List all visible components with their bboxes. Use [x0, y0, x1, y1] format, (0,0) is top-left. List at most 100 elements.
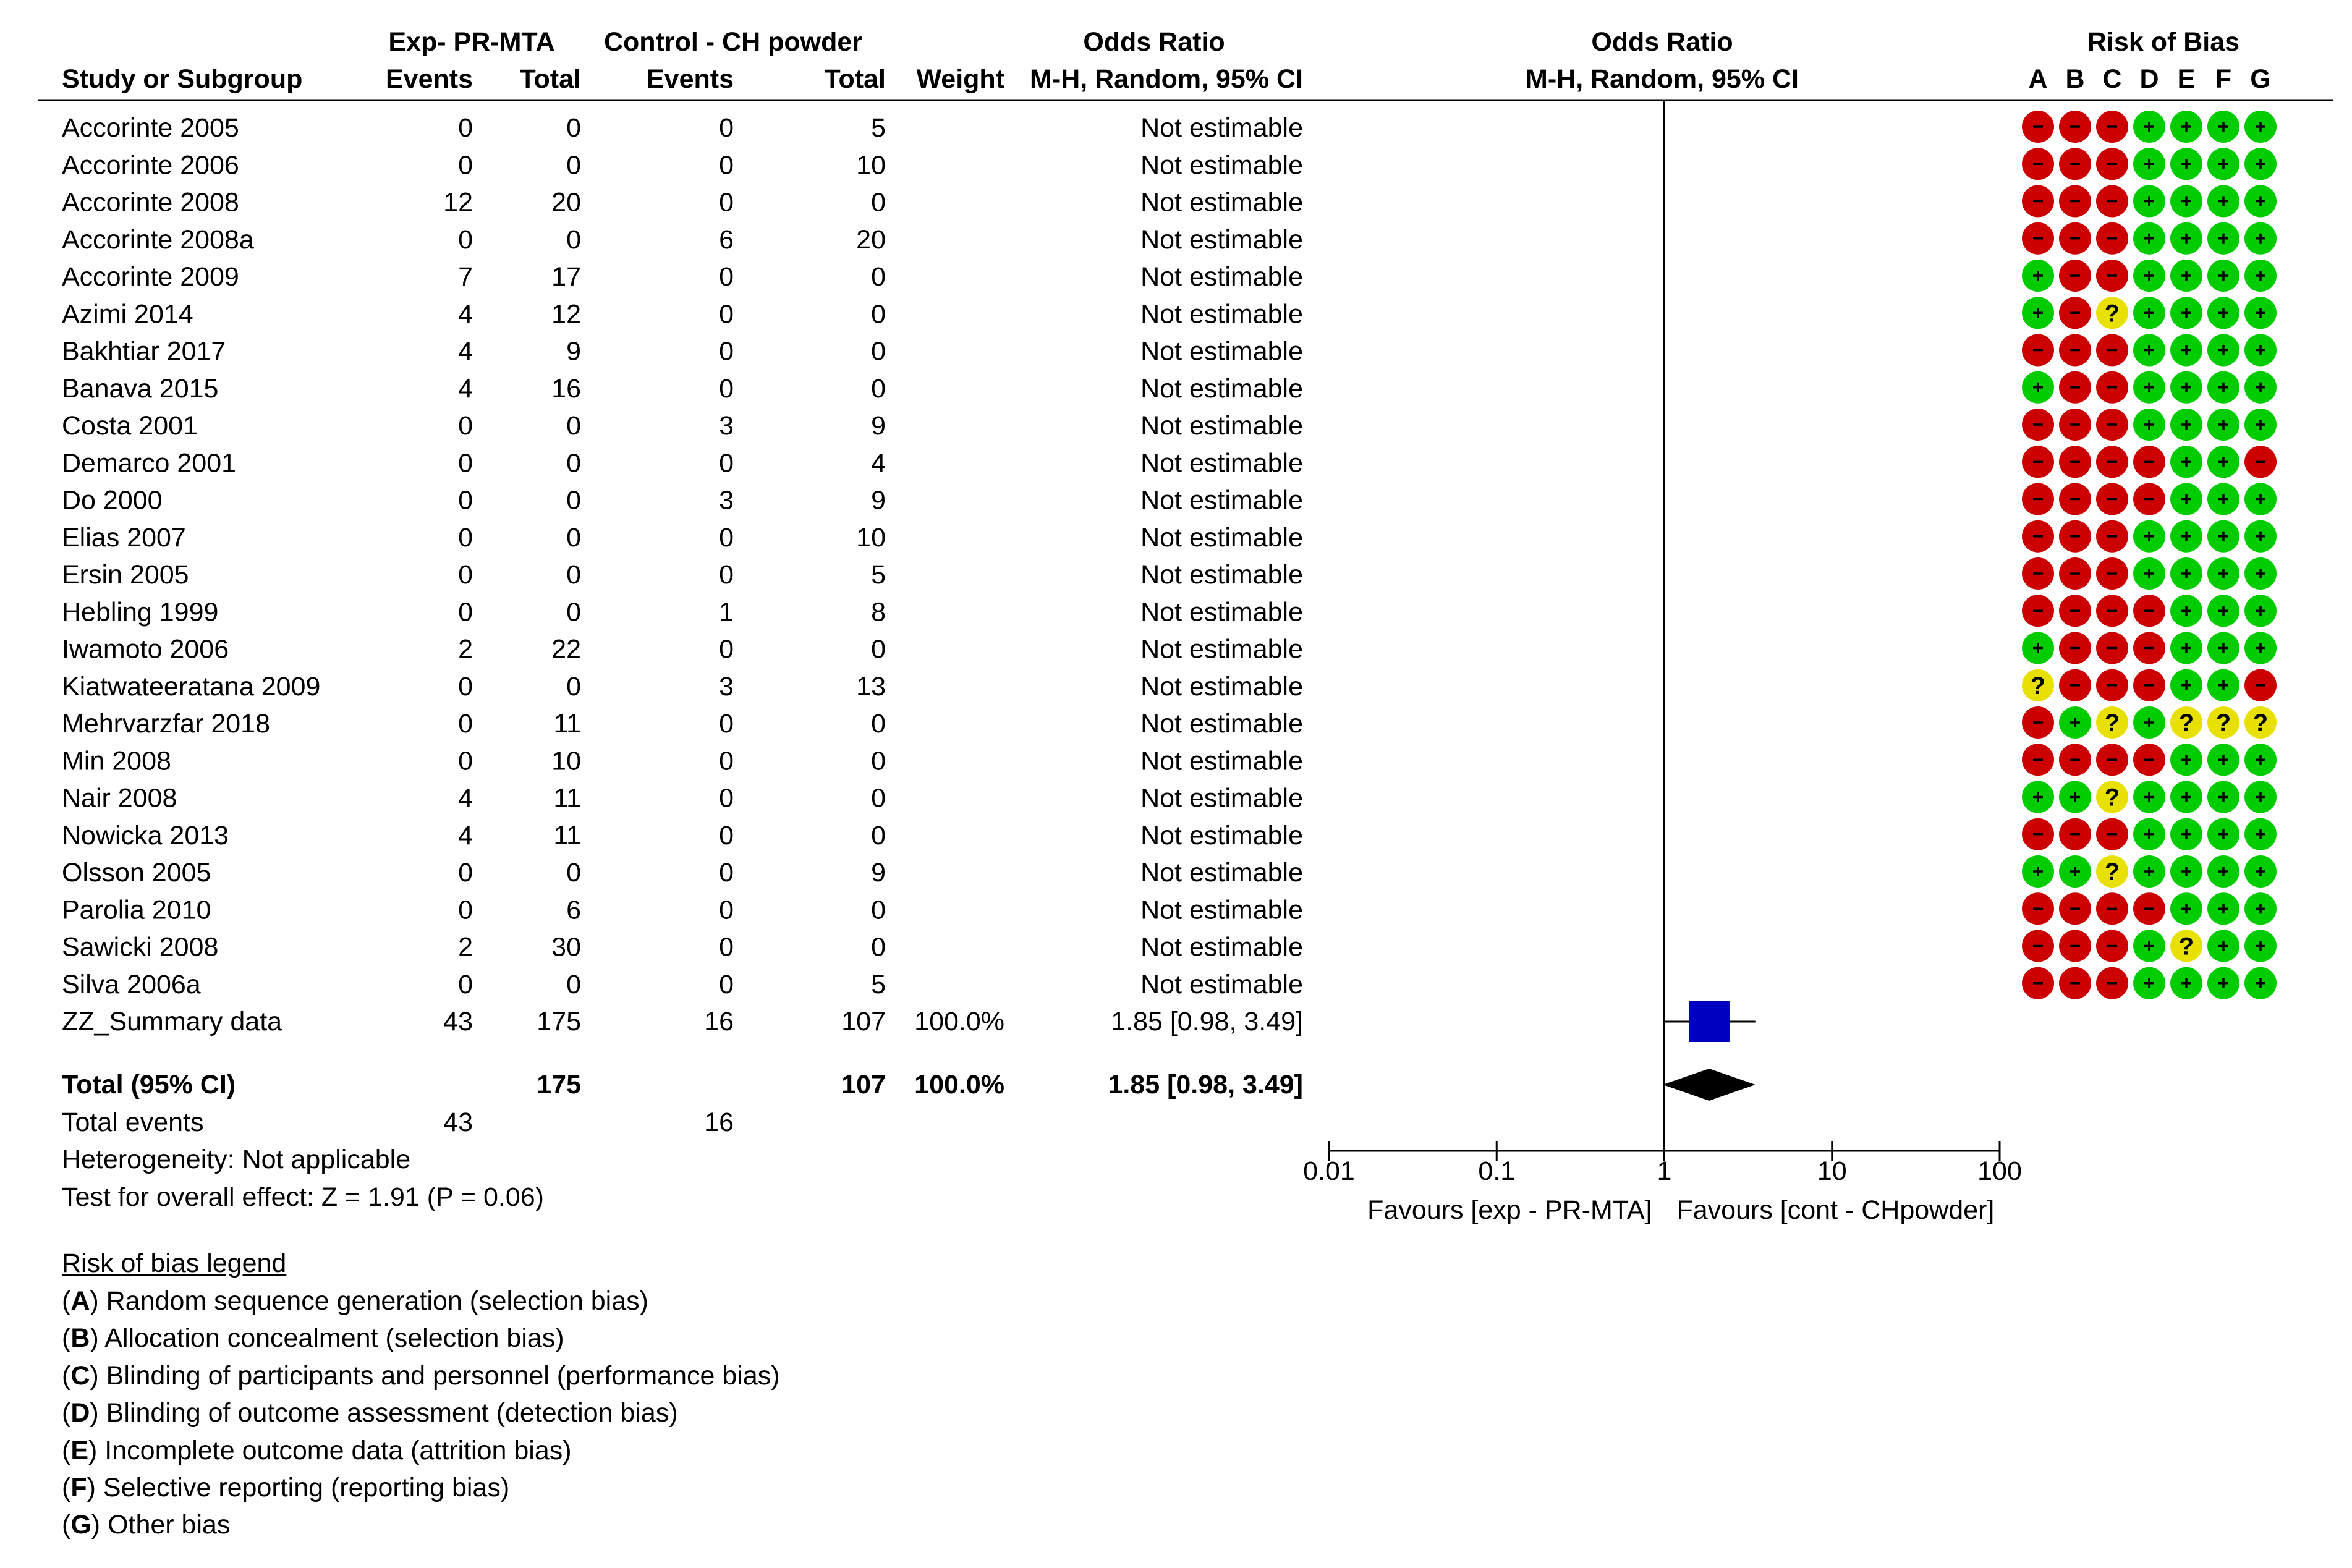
- exp-events-cell: 0: [458, 560, 473, 590]
- total-label: Total (95% CI): [62, 1070, 236, 1100]
- exp-total-cell: 6: [566, 895, 581, 925]
- odds-ratio-cell: Not estimable: [1140, 858, 1303, 888]
- exp-total-cell: 30: [551, 933, 581, 962]
- rob-column-letter-c: C: [2102, 64, 2121, 94]
- control-total-cell: 0: [871, 374, 886, 404]
- header-weight: Weight: [916, 64, 1004, 94]
- legend-item-c: (C) Blinding of participants and personn…: [62, 1361, 780, 1391]
- control-total-cell: 0: [871, 709, 886, 739]
- legend-item-b: (B) Allocation concealment (selection bi…: [62, 1323, 564, 1353]
- exp-events-cell: 4: [458, 374, 473, 404]
- control-total-cell: 13: [856, 672, 886, 701]
- odds-ratio-cell: Not estimable: [1140, 150, 1303, 180]
- odds-ratio-cell: Not estimable: [1140, 895, 1303, 925]
- exp-total-cell: 0: [566, 672, 581, 701]
- study-name: Olsson 2005: [62, 858, 211, 888]
- study-name: Accorinte 2009: [62, 262, 239, 292]
- control-total-cell: 5: [871, 113, 886, 143]
- header-plot-odds-ratio: Odds Ratio: [1591, 27, 1733, 57]
- exp-events-cell: 0: [458, 448, 473, 478]
- rob-column-letter-g: G: [2250, 64, 2270, 94]
- control-total-cell: 0: [871, 635, 886, 664]
- x-axis-tick-label: 0.01: [1303, 1156, 1355, 1186]
- rob-dot-unclear: [2170, 706, 2202, 739]
- exp-events-cell: 0: [458, 672, 473, 701]
- control-events-cell: 0: [719, 784, 734, 813]
- control-events-cell: 0: [719, 523, 734, 553]
- x-axis-tick-label: 100: [1977, 1156, 2022, 1186]
- rob-dot-unclear: [2022, 669, 2054, 701]
- control-total-cell: 0: [871, 746, 886, 776]
- odds-ratio-cell: Not estimable: [1140, 597, 1303, 627]
- exp-events-cell: 0: [458, 225, 473, 255]
- control-events-cell: 3: [719, 411, 734, 441]
- header-exp-group: Exp- PR-MTA: [388, 27, 554, 57]
- control-total-cell: 0: [871, 933, 886, 962]
- odds-ratio-cell: Not estimable: [1140, 225, 1303, 255]
- control-events-cell: 0: [719, 560, 734, 590]
- total-events-label: Total events: [62, 1108, 203, 1137]
- exp-events-cell: 0: [458, 709, 473, 739]
- control-events-cell: 6: [719, 225, 734, 255]
- header-risk-of-bias: Risk of Bias: [2087, 27, 2239, 57]
- exp-events-cell: 0: [458, 895, 473, 925]
- rob-column-letter-b: B: [2065, 64, 2084, 94]
- odds-ratio-cell: Not estimable: [1140, 337, 1303, 367]
- exp-events-cell: 0: [458, 150, 473, 180]
- control-events-cell: 0: [719, 933, 734, 962]
- favours-left-label: Favours [exp - PR-MTA]: [1367, 1195, 1652, 1225]
- rob-dot-unclear: [2096, 855, 2128, 888]
- exp-total-cell: 0: [566, 411, 581, 441]
- study-name: ZZ_Summary data: [62, 1007, 282, 1036]
- effect-square: [1688, 1001, 1730, 1042]
- control-events-cell: 3: [719, 486, 734, 515]
- header-odds-ratio: Odds Ratio: [1083, 27, 1225, 57]
- exp-events-cell: 4: [458, 299, 473, 329]
- control-events-cell: 3: [719, 672, 734, 701]
- study-name: Sawicki 2008: [62, 933, 218, 962]
- study-name: Accorinte 2008: [62, 188, 239, 218]
- study-name: Ersin 2005: [62, 560, 189, 590]
- control-total-cell: 8: [871, 597, 886, 627]
- rob-question-glyph: ?: [2105, 858, 2120, 886]
- total-control-total: 107: [841, 1070, 886, 1100]
- exp-total-cell: 12: [551, 299, 581, 329]
- legend-item-g: (G) Other bias: [62, 1510, 231, 1540]
- exp-total-cell: 0: [566, 225, 581, 255]
- exp-events-cell: 0: [458, 523, 473, 553]
- study-name: Nair 2008: [62, 784, 177, 813]
- exp-events-cell: 0: [458, 597, 473, 627]
- control-events-cell: 0: [719, 262, 734, 292]
- exp-events-cell: 0: [458, 970, 473, 999]
- rob-question-glyph: ?: [2216, 710, 2231, 737]
- legend-title: Risk of bias legend: [62, 1248, 287, 1278]
- control-events-cell: 0: [719, 858, 734, 888]
- study-name: Min 2008: [62, 746, 171, 776]
- control-events-cell: 0: [719, 970, 734, 999]
- heterogeneity-text: Heterogeneity: Not applicable: [62, 1145, 410, 1174]
- control-events-cell: 0: [719, 113, 734, 143]
- odds-ratio-cell: Not estimable: [1140, 188, 1303, 218]
- rob-dot-unclear: [2170, 930, 2202, 962]
- control-total-cell: 0: [871, 188, 886, 218]
- control-total-cell: 0: [871, 337, 886, 367]
- exp-total-cell: 16: [551, 374, 581, 404]
- exp-total-cell: 0: [566, 858, 581, 888]
- exp-total-cell: 22: [551, 635, 581, 664]
- control-total-cell: 9: [871, 411, 886, 441]
- exp-total-cell: 175: [537, 1007, 581, 1036]
- study-name: Accorinte 2008a: [62, 225, 254, 255]
- control-events-cell: 0: [719, 150, 734, 180]
- exp-total-cell: 0: [566, 970, 581, 999]
- exp-total-cell: 9: [566, 337, 581, 367]
- favours-right-label: Favours [cont - CHpowder]: [1677, 1195, 1995, 1225]
- study-name: Azimi 2014: [62, 299, 193, 329]
- rob-dot-unclear: [2207, 706, 2239, 739]
- control-total-cell: 9: [871, 858, 886, 888]
- odds-ratio-cell: Not estimable: [1140, 299, 1303, 329]
- exp-total-cell: 10: [551, 746, 581, 776]
- odds-ratio-cell: Not estimable: [1140, 113, 1303, 143]
- study-name: Mehrvarzfar 2018: [62, 709, 270, 739]
